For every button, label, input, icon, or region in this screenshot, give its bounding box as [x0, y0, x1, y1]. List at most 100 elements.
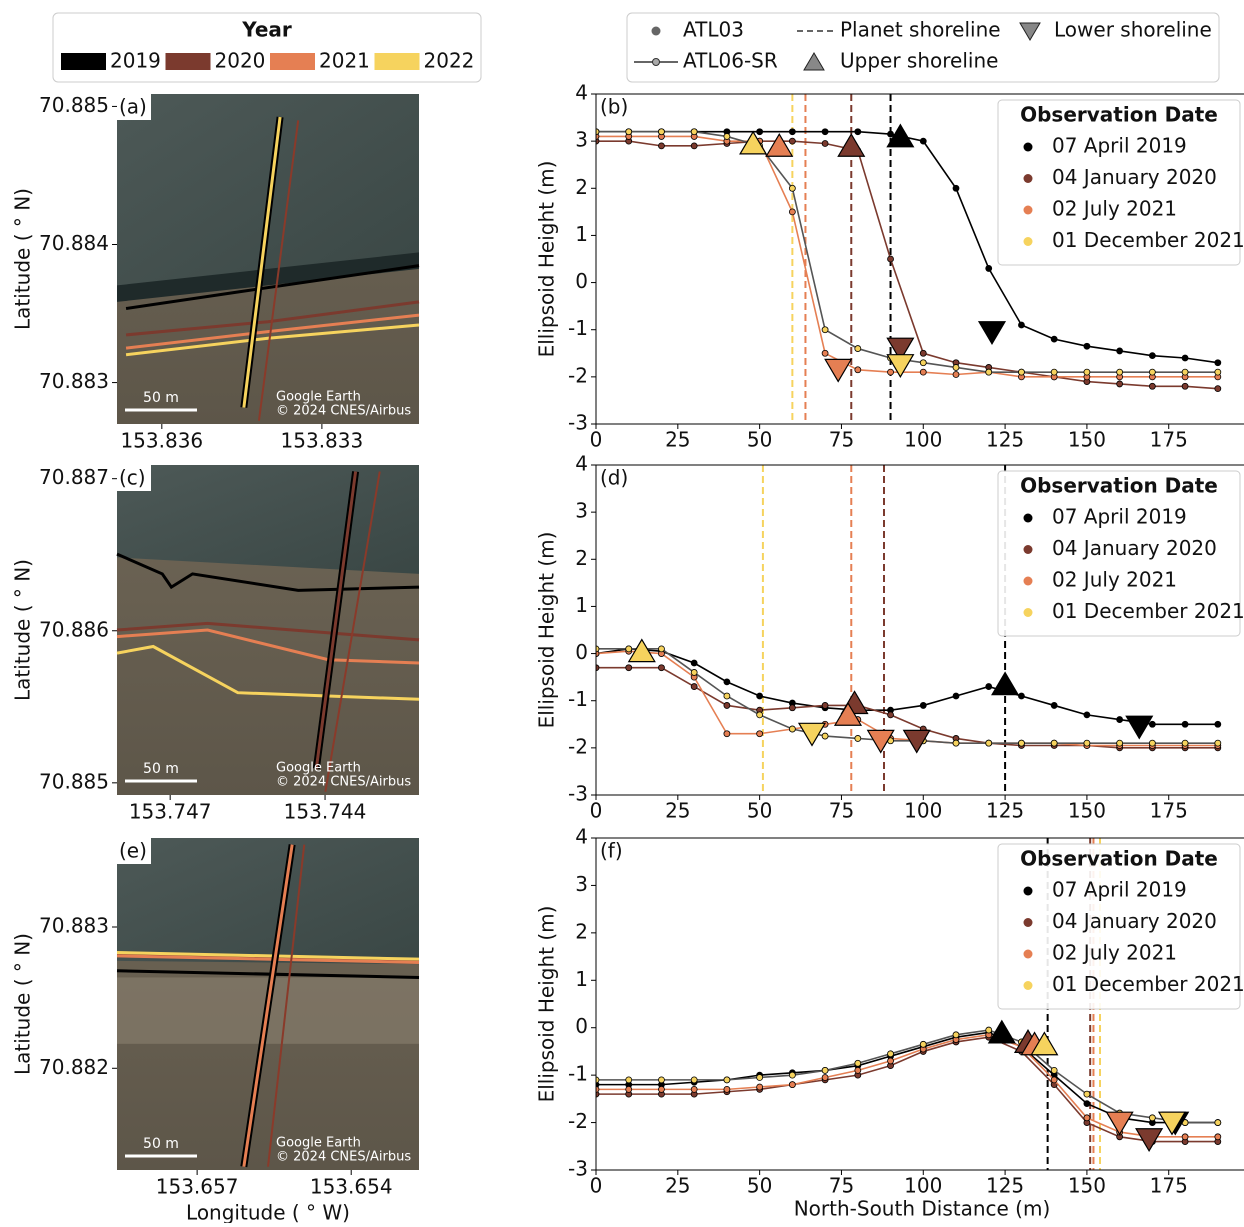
- legend-label: 07 April 2019: [1052, 134, 1187, 158]
- profile-point: [1050, 335, 1058, 343]
- transect-secondary: [267, 844, 306, 1167]
- legend-label: 07 April 2019: [1052, 878, 1187, 902]
- y-tick-label: -1: [568, 687, 588, 711]
- x-tick-label: 153.654: [310, 1175, 393, 1199]
- legend-title: Year: [241, 18, 292, 42]
- x-tick-label: 75: [829, 799, 854, 823]
- legend-title: Observation Date: [1020, 847, 1218, 871]
- y-axis-label: Latitude ( ° N): [11, 933, 35, 1075]
- profile-line: [596, 1036, 1218, 1143]
- profile-point: [1116, 716, 1124, 723]
- profile-point: [1083, 1114, 1091, 1122]
- x-tick-label: 100: [904, 1174, 942, 1198]
- x-tick-label: 75: [829, 1174, 854, 1198]
- shoreline: [116, 621, 420, 642]
- plot-area: [596, 465, 1222, 795]
- profile-point: [1181, 354, 1189, 362]
- profile-point: [854, 1059, 862, 1067]
- legend-label: 2021: [319, 49, 370, 73]
- legend-label: ATL03: [683, 18, 744, 42]
- map-peat: [117, 252, 419, 302]
- x-tick-label: 125: [986, 428, 1024, 452]
- profile-line: [596, 1031, 1218, 1124]
- profile-point: [985, 265, 993, 272]
- profile-point: [658, 128, 665, 136]
- profile-point: [756, 128, 764, 136]
- x-tick-label: 50: [747, 799, 772, 823]
- y-tick-label: 2: [575, 175, 588, 199]
- shoreline: [125, 264, 420, 310]
- scale-label: 50 m: [143, 390, 179, 406]
- y-tick-label: 70.883: [39, 369, 109, 393]
- x-tick-label: 175: [1150, 1174, 1188, 1198]
- profile-point: [756, 1083, 764, 1091]
- y-tick-label: 4: [575, 825, 588, 849]
- x-axis-label: Longitude ( ° W): [186, 1201, 350, 1224]
- profile-point: [952, 692, 960, 700]
- profile-point: [1116, 347, 1124, 355]
- profile-point: [1214, 359, 1222, 367]
- profile-point: [788, 725, 796, 733]
- profile-point: [788, 208, 796, 216]
- credit: © 2024 CNES/Airbus: [276, 775, 411, 790]
- upper-shoreline: [739, 130, 768, 155]
- x-tick-label: 50: [747, 1174, 772, 1198]
- shoreline: [116, 969, 420, 979]
- shoreline: [116, 952, 420, 963]
- profile-line: [596, 650, 1218, 747]
- x-tick-label: 75: [829, 428, 854, 452]
- y-tick-label: 70.882: [39, 1055, 109, 1079]
- panel-label: (b): [600, 95, 628, 119]
- profile-point: [788, 128, 796, 136]
- legend-marker: [1023, 205, 1033, 215]
- x-tick-label: 0: [590, 799, 603, 823]
- y-tick-label: 70.883: [39, 914, 109, 938]
- profile-point: [821, 702, 829, 709]
- profile-point: [985, 739, 993, 747]
- profile-line: [596, 135, 1218, 378]
- profile-line: [596, 1034, 1218, 1138]
- profile-point: [723, 702, 731, 709]
- upper-shoreline: [833, 701, 863, 726]
- legend-marker: [1023, 981, 1033, 990]
- profile-point: [854, 1067, 862, 1074]
- legend-marker: [1023, 174, 1033, 183]
- x-tick-label: 150: [1068, 1174, 1106, 1198]
- profile-point: [690, 669, 698, 676]
- legend-patch: [270, 53, 315, 70]
- y-tick-label: 0: [575, 1014, 588, 1038]
- y-axis-label: Latitude ( ° N): [11, 559, 35, 701]
- profile-point: [1214, 739, 1222, 747]
- legend-title: Observation Date: [1020, 474, 1218, 498]
- profile-point: [952, 364, 960, 371]
- map-water: [117, 838, 419, 965]
- legend-marker: [1023, 949, 1033, 959]
- y-tick-label: -3: [568, 411, 588, 435]
- profile-point: [854, 345, 862, 352]
- transect: [314, 471, 358, 769]
- legend-patch: [374, 53, 420, 70]
- profile-point: [723, 678, 731, 686]
- lower-shoreline: [902, 729, 931, 754]
- y-tick-label: -1: [568, 316, 588, 340]
- y-tick-label: 70.885: [39, 769, 109, 793]
- profile-point: [658, 1085, 665, 1093]
- profile-point: [625, 1085, 633, 1093]
- legend-label: 04 January 2020: [1052, 165, 1217, 189]
- profile-point: [1018, 321, 1025, 329]
- x-tick-label: 0: [590, 428, 603, 452]
- profile-point: [919, 368, 927, 376]
- y-tick-label: -2: [568, 1109, 588, 1133]
- upper-shoreline: [987, 1019, 1016, 1044]
- y-tick-label: -3: [568, 1157, 588, 1181]
- x-tick-label: 153.657: [156, 1175, 239, 1199]
- y-tick-label: 3: [575, 128, 588, 152]
- shoreline: [116, 552, 420, 592]
- legend-label: Lower shoreline: [1054, 18, 1212, 42]
- profile-point: [1083, 342, 1091, 350]
- profile-point: [690, 683, 698, 690]
- profile-point: [919, 702, 927, 709]
- legend-box: [997, 843, 1241, 1010]
- profile-point: [756, 692, 764, 700]
- profile-point: [723, 133, 731, 140]
